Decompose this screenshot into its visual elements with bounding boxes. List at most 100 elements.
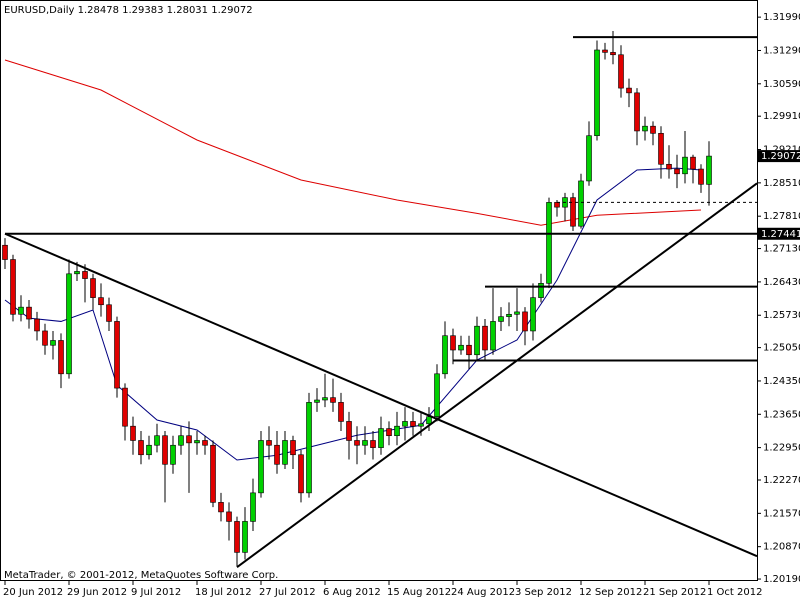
candle-body bbox=[2, 244, 8, 260]
candle-body bbox=[434, 373, 440, 417]
candle-body bbox=[402, 421, 408, 427]
candle-body bbox=[426, 416, 432, 425]
candle-body bbox=[362, 440, 368, 446]
x-tick-label: 1 Oct 2012 bbox=[707, 587, 762, 598]
candle-body bbox=[594, 49, 600, 137]
candle-body bbox=[138, 440, 144, 456]
candle-body bbox=[610, 52, 616, 56]
y-tick-label: 1.31290 bbox=[763, 45, 800, 56]
y-tick-label: 1.22270 bbox=[763, 475, 800, 486]
candle-body bbox=[130, 425, 136, 441]
moving-average bbox=[4, 167, 702, 461]
candle-body bbox=[522, 311, 528, 332]
candle-body bbox=[42, 330, 48, 346]
candle-body bbox=[602, 49, 608, 53]
candle-body bbox=[66, 273, 72, 375]
candle-body bbox=[178, 435, 184, 446]
candle-body bbox=[282, 440, 288, 465]
candle-body bbox=[482, 325, 488, 351]
candle-body bbox=[538, 283, 544, 298]
chart-title: EURUSD,Daily 1.28478 1.29383 1.28031 1.2… bbox=[4, 5, 253, 16]
candle-body bbox=[410, 421, 416, 427]
candle-body bbox=[642, 125, 648, 132]
candle-body bbox=[490, 321, 496, 351]
price-box-label: 1.27441 bbox=[761, 229, 800, 240]
candle-body bbox=[226, 511, 232, 522]
candle-body bbox=[570, 197, 576, 227]
candle-body bbox=[690, 156, 696, 170]
candle-body bbox=[498, 316, 504, 322]
x-tick-label: 20 Jun 2012 bbox=[3, 587, 63, 598]
candle-body bbox=[314, 399, 320, 403]
y-tick-label: 1.22950 bbox=[763, 443, 800, 454]
candle-body bbox=[682, 156, 688, 175]
candle-body bbox=[466, 344, 472, 356]
y-tick-label: 1.29210 bbox=[763, 145, 800, 156]
x-tick-label: 6 Aug 2012 bbox=[323, 587, 381, 598]
candle-body bbox=[266, 440, 272, 446]
candle-body bbox=[58, 340, 64, 375]
candle-body bbox=[346, 421, 352, 441]
candle-body bbox=[450, 335, 456, 351]
candle-body bbox=[626, 87, 632, 94]
candle-body bbox=[146, 444, 152, 456]
candle-body bbox=[18, 306, 24, 315]
candle-body bbox=[578, 180, 584, 227]
candle-body bbox=[650, 125, 656, 134]
candle-body bbox=[674, 168, 680, 175]
candle-body bbox=[274, 444, 280, 465]
candle-body bbox=[114, 321, 120, 389]
candle-body bbox=[370, 440, 376, 448]
candle-body bbox=[122, 387, 128, 427]
x-tick-label: 9 Jul 2012 bbox=[131, 587, 181, 598]
y-tick-label: 1.26430 bbox=[763, 277, 800, 288]
candle-body bbox=[306, 402, 312, 494]
y-tick-label: 1.29910 bbox=[763, 111, 800, 122]
candle-body bbox=[530, 297, 536, 332]
y-tick-label: 1.24350 bbox=[763, 376, 800, 387]
candle-body bbox=[338, 402, 344, 422]
candle-body bbox=[194, 440, 200, 444]
current-price-box bbox=[758, 150, 800, 163]
candle-body bbox=[618, 54, 624, 89]
candle-body bbox=[162, 435, 168, 465]
y-tick-label: 1.27130 bbox=[763, 244, 800, 255]
candle-body bbox=[634, 92, 640, 132]
x-tick-label: 29 Jun 2012 bbox=[67, 587, 127, 598]
x-tick-label: 18 Jul 2012 bbox=[195, 587, 252, 598]
candle-body bbox=[458, 344, 464, 351]
candle-body bbox=[74, 271, 80, 275]
candle-body bbox=[546, 202, 552, 284]
candle-body bbox=[586, 135, 592, 182]
candle-body bbox=[218, 502, 224, 513]
candle-body bbox=[50, 340, 56, 346]
candle-body bbox=[514, 311, 520, 315]
y-tick-label: 1.20870 bbox=[763, 542, 800, 553]
y-tick-label: 1.23650 bbox=[763, 409, 800, 420]
candle-body bbox=[202, 440, 208, 446]
candle-body bbox=[34, 318, 40, 332]
trend-line bbox=[236, 182, 758, 568]
candle-body bbox=[506, 313, 512, 317]
current-price-label: 1.29072 bbox=[761, 151, 800, 162]
candle-body bbox=[298, 454, 304, 494]
candle-body bbox=[170, 444, 176, 465]
trend-line bbox=[4, 232, 758, 558]
y-tick-label: 1.27810 bbox=[763, 211, 800, 222]
y-tick-label: 1.21570 bbox=[763, 508, 800, 519]
candle-body bbox=[658, 133, 664, 165]
candle-body bbox=[666, 163, 672, 170]
y-tick-label: 1.25050 bbox=[763, 343, 800, 354]
x-tick-label: 27 Jul 2012 bbox=[259, 587, 316, 598]
plot-frame bbox=[0, 0, 758, 581]
candle-body bbox=[290, 440, 296, 456]
candle-body bbox=[250, 492, 256, 522]
candle-body bbox=[386, 428, 392, 437]
candle-body bbox=[98, 297, 104, 306]
y-tick-label: 1.31990 bbox=[763, 12, 800, 23]
candle-body bbox=[106, 304, 112, 322]
candle-body bbox=[322, 397, 328, 401]
y-tick-label: 1.28510 bbox=[763, 178, 800, 189]
candle-body bbox=[706, 155, 712, 185]
